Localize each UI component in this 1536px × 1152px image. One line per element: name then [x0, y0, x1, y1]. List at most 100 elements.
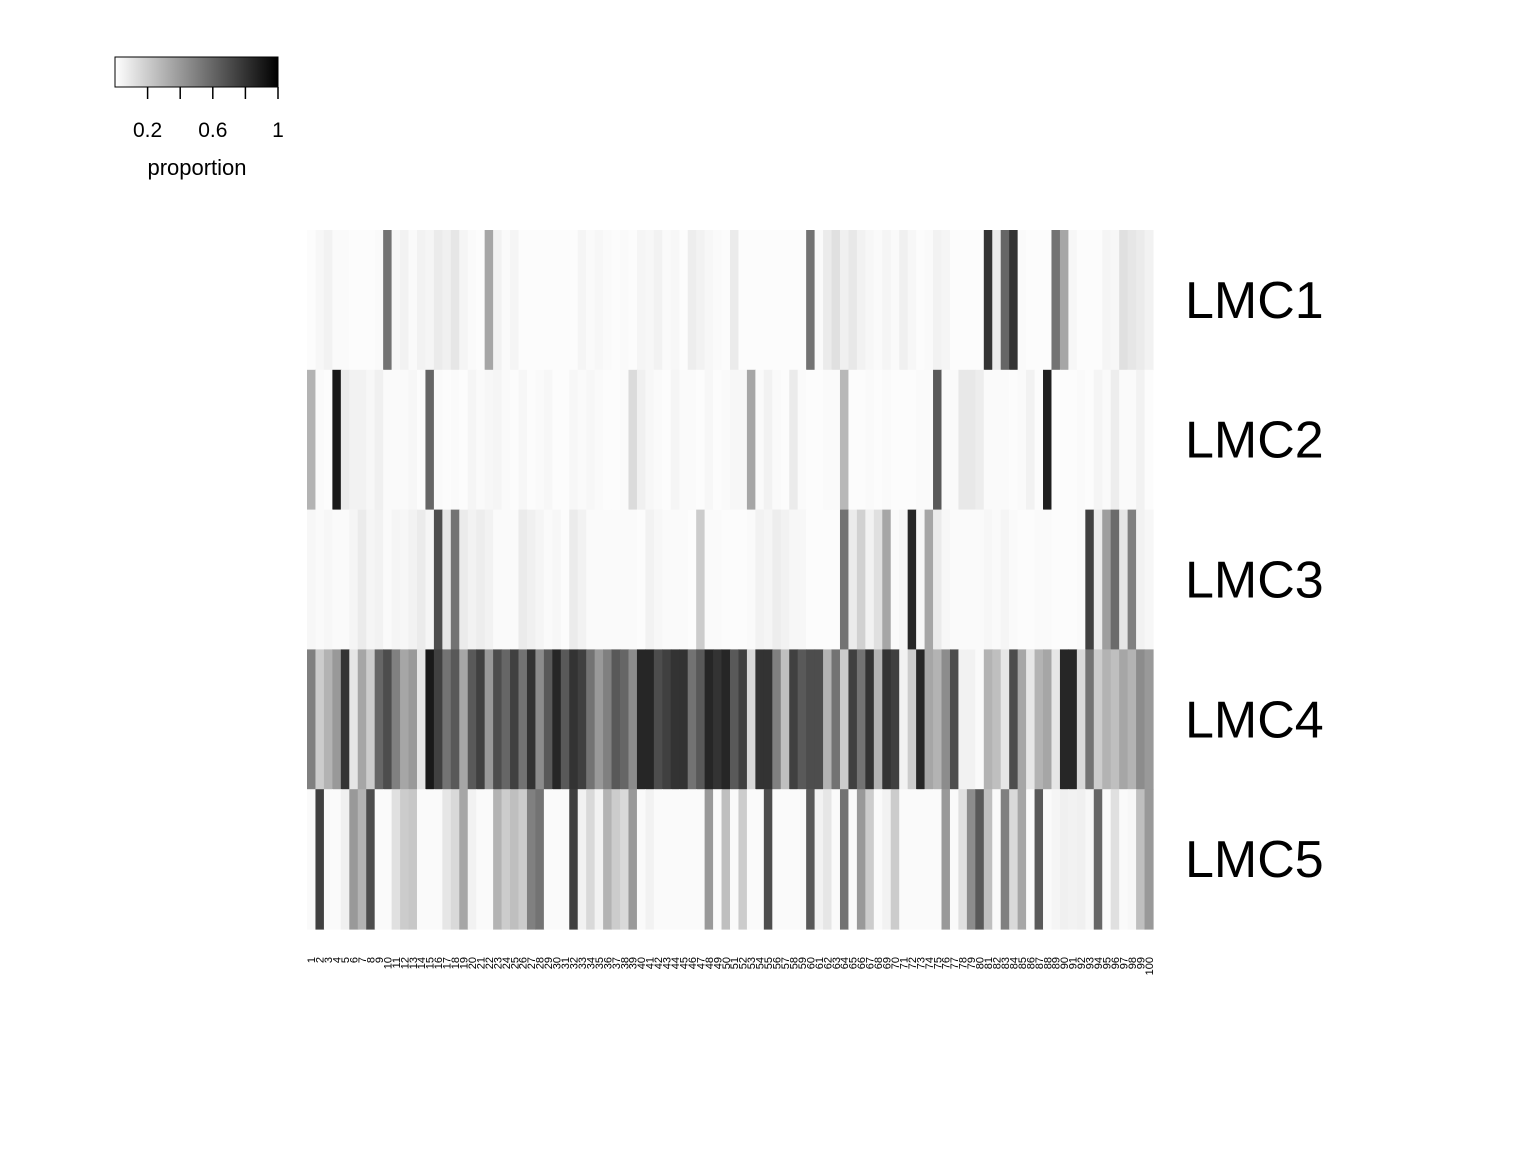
- heatmap-cell-LMC1-27: [526, 230, 537, 371]
- heatmap-cell-LMC2-75: [933, 369, 943, 511]
- heatmap-cell-LMC5-59: [797, 789, 807, 930]
- heatmap-cell-LMC4-66: [856, 649, 866, 790]
- column-label-68: 68: [873, 957, 885, 969]
- column-label-65: 65: [848, 957, 860, 969]
- heatmap-cell-LMC3-57: [780, 509, 790, 650]
- heatmap-cell-LMC3-20: [467, 509, 477, 650]
- heatmap-cell-LMC3-66: [856, 509, 866, 650]
- column-label-80: 80: [975, 957, 987, 969]
- heatmap-cell-LMC5-34: [586, 789, 596, 930]
- heatmap-cell-LMC3-33: [577, 509, 587, 650]
- colorbar-tick-label: 1: [272, 119, 284, 142]
- heatmap-cell-LMC5-31: [560, 789, 570, 930]
- heatmap-cell-LMC3-98: [1127, 509, 1137, 650]
- heatmap-cell-LMC4-16: [433, 649, 443, 790]
- heatmap-cell-LMC2-29: [543, 369, 553, 511]
- colorbar-tick-label: 0.2: [133, 119, 162, 142]
- heatmap-cell-LMC5-97: [1119, 789, 1129, 930]
- heatmap-cell-LMC2-48: [704, 369, 714, 511]
- row-label-LMC1: LMC1: [1185, 272, 1324, 330]
- column-label-46: 46: [687, 957, 699, 969]
- heatmap-cell-LMC4-63: [831, 649, 841, 790]
- heatmap-cell-LMC3-28: [535, 509, 545, 650]
- heatmap-cell-LMC2-43: [662, 369, 672, 511]
- heatmap-cell-LMC1-47: [696, 230, 706, 371]
- column-label-27: 27: [526, 957, 538, 969]
- heatmap-cell-LMC2-37: [611, 369, 621, 511]
- heatmap-cell-LMC1-63: [831, 230, 841, 371]
- heatmap-cell-LMC2-100: [1144, 369, 1154, 511]
- heatmap-cell-LMC4-22: [484, 649, 494, 790]
- heatmap-cell-LMC2-51: [730, 369, 740, 511]
- heatmap-cell-LMC5-69: [882, 789, 892, 930]
- column-label-72: 72: [907, 957, 919, 969]
- heatmap-cell-LMC2-32: [569, 369, 579, 511]
- heatmap-cell-LMC5-38: [620, 789, 630, 930]
- column-label-92: 92: [1076, 957, 1088, 969]
- heatmap-cell-LMC3-91: [1068, 509, 1078, 650]
- heatmap-cell-LMC3-25: [510, 509, 520, 650]
- heatmap-cell-LMC4-92: [1076, 649, 1086, 790]
- column-label-30: 30: [552, 957, 564, 969]
- heatmap-cell-LMC5-53: [746, 789, 756, 930]
- heatmap-cell-LMC5-82: [992, 789, 1002, 930]
- heatmap-cell-LMC1-53: [746, 230, 756, 371]
- heatmap-cell-LMC5-60: [806, 789, 816, 930]
- heatmap-cell-LMC1-39: [628, 230, 638, 371]
- heatmap-cell-LMC2-89: [1051, 369, 1061, 511]
- heatmap-cell-LMC4-24: [501, 649, 511, 790]
- heatmap-cell-LMC2-16: [433, 369, 443, 511]
- heatmap-cell-LMC1-68: [873, 230, 883, 371]
- heatmap-cell-LMC4-77: [949, 649, 960, 790]
- heatmap-cell-LMC2-98: [1127, 369, 1137, 511]
- heatmap-cell-LMC4-2: [315, 649, 325, 790]
- heatmap-cell-LMC2-65: [848, 369, 858, 511]
- heatmap-cell-LMC1-37: [611, 230, 621, 371]
- heatmap-cell-LMC2-63: [831, 369, 841, 511]
- heatmap-cell-LMC5-9: [374, 789, 384, 930]
- heatmap-cell-LMC5-47: [696, 789, 706, 930]
- heatmap-cell-LMC1-98: [1127, 230, 1137, 371]
- heatmap-cell-LMC2-85: [1017, 369, 1027, 511]
- heatmap-cell-LMC2-94: [1093, 369, 1103, 511]
- heatmap-cell-LMC4-31: [560, 649, 570, 790]
- heatmap-cell-LMC4-74: [924, 649, 934, 790]
- heatmap-cell-LMC1-41: [645, 230, 655, 371]
- heatmap-cell-LMC5-95: [1102, 789, 1112, 930]
- heatmap-cell-LMC1-93: [1085, 230, 1095, 371]
- heatmap-cell-LMC3-56: [772, 509, 782, 650]
- heatmap-cell-LMC5-29: [543, 789, 553, 930]
- heatmap-cell-LMC5-76: [941, 789, 951, 930]
- heatmap-cell-LMC5-21: [476, 789, 486, 930]
- column-label-59: 59: [797, 957, 809, 969]
- column-label-40: 40: [636, 957, 648, 969]
- heatmap-cell-LMC3-85: [1017, 509, 1027, 650]
- heatmap-cell-LMC5-26: [518, 789, 528, 930]
- column-label-55: 55: [763, 957, 775, 969]
- heatmap-cell-LMC3-93: [1085, 509, 1095, 650]
- heatmap-cell-LMC2-71: [899, 369, 909, 511]
- heatmap-cell-LMC4-28: [535, 649, 545, 790]
- heatmap-cell-LMC3-14: [416, 509, 427, 650]
- heatmap-cell-LMC4-30: [552, 649, 562, 790]
- heatmap-cell-LMC5-25: [510, 789, 520, 930]
- heatmap-cell-LMC3-19: [459, 509, 469, 650]
- column-label-47: 47: [695, 957, 707, 969]
- column-label-34: 34: [585, 957, 597, 969]
- heatmap-cell-LMC5-68: [873, 789, 883, 930]
- heatmap-cell-LMC4-68: [873, 649, 883, 790]
- heatmap-cell-LMC1-65: [848, 230, 858, 371]
- heatmap-cell-LMC2-76: [941, 369, 951, 511]
- color-legend: 0.2 0.6 1 proportion: [114, 56, 284, 180]
- column-label-8: 8: [365, 957, 377, 963]
- heatmap-cell-LMC1-88: [1043, 230, 1053, 371]
- heatmap-cell-LMC5-42: [653, 789, 663, 930]
- heatmap-cell-LMC3-43: [662, 509, 672, 650]
- heatmap-cell-LMC3-73: [916, 509, 926, 650]
- heatmap-cell-LMC1-79: [966, 230, 976, 371]
- heatmap-cell-LMC1-69: [882, 230, 892, 371]
- heatmap-cell-LMC5-58: [789, 789, 799, 930]
- heatmap-cell-LMC4-32: [569, 649, 579, 790]
- heatmap-cell-LMC1-86: [1026, 230, 1036, 371]
- heatmap-cell-LMC4-47: [696, 649, 706, 790]
